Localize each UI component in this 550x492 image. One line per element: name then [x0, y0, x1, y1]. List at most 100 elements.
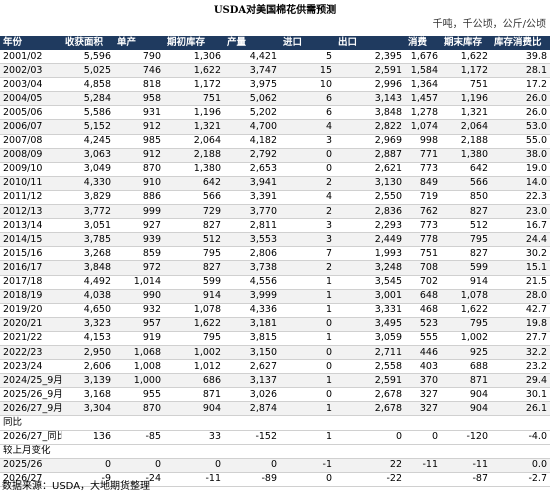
table-row: 2011/12 3,829 886 566 3,391 4 2,550 719 850 22.3: [0, 190, 550, 206]
column-header: 消费: [405, 36, 441, 50]
cell: 904: [441, 387, 491, 403]
cell: 24.4: [491, 232, 550, 248]
column-header: 进口: [280, 36, 335, 50]
cell: 1,321: [164, 119, 224, 135]
cell: -2.7: [491, 472, 550, 487]
cell: 0: [405, 430, 441, 445]
cell: 2,621: [335, 162, 405, 177]
table-row: 2020/21 3,323 957 1,622 3,181 0 3,495 523 795 19.…: [0, 317, 550, 332]
cell: 2,969: [335, 134, 405, 149]
cell: 19.0: [491, 162, 550, 177]
cell: 886: [114, 190, 164, 206]
section-label: 较上月变化: [0, 444, 550, 459]
cell: 3,063: [62, 148, 114, 163]
cell: 818: [114, 77, 164, 93]
cell: 2,395: [335, 50, 405, 65]
cell: 3: [280, 218, 335, 234]
cell: 0: [280, 317, 335, 332]
cell: 22: [335, 458, 405, 473]
cell: 3,150: [224, 345, 280, 361]
cell: 1,172: [441, 63, 491, 79]
table-row: 2026/27_同比 136 -85 33 -152 1 0 0 -120 -4.0: [0, 430, 550, 445]
cell: 3,738: [224, 260, 280, 276]
cell: 3,143: [335, 91, 405, 107]
cell: 1,993: [335, 246, 405, 262]
unit: 千吨，千公顷，公斤/公顷: [432, 19, 546, 30]
cell: 3,026: [224, 387, 280, 403]
cell: 17.2: [491, 77, 550, 93]
cell: -11: [405, 458, 441, 473]
cell: 3,941: [224, 176, 280, 191]
cell: 999: [114, 204, 164, 220]
cell: 29.4: [491, 373, 550, 389]
cell: 19.8: [491, 317, 550, 332]
cell: 3: [280, 232, 335, 248]
cell: 1,457: [405, 91, 441, 107]
cell: 3,391: [224, 190, 280, 206]
cell: 927: [114, 218, 164, 234]
cell: 2,064: [164, 134, 224, 149]
cell: -11: [441, 458, 491, 473]
cell: 1,002: [441, 331, 491, 346]
cell: 2,950: [62, 345, 114, 361]
table: 年份 收获面积 单产 期初库存 产量 进口 出口 消费 期末库存 库存消费比 2001/02 5,5…: [0, 36, 550, 487]
cell: 4,153: [62, 331, 114, 346]
cell: 1,172: [164, 77, 224, 93]
cell: 0: [224, 458, 280, 473]
cell: 2012/13: [0, 204, 62, 220]
cell: 746: [114, 63, 164, 79]
cell: -87: [441, 472, 491, 487]
cell: 2,591: [335, 63, 405, 79]
cell: 5,586: [62, 105, 114, 121]
cell: 1,002: [164, 345, 224, 361]
cell: 751: [164, 91, 224, 107]
cell: 827: [164, 218, 224, 234]
cell: 1,196: [441, 91, 491, 107]
cell: 0: [280, 359, 335, 375]
cell: -1: [280, 458, 335, 473]
cell: 1,676: [405, 50, 441, 65]
cell: 827: [164, 260, 224, 276]
cell: 919: [114, 331, 164, 346]
cell: 2: [280, 176, 335, 191]
cell: 1,622: [164, 63, 224, 79]
cell: 2021/22: [0, 331, 62, 346]
cell: 2002/03: [0, 63, 62, 79]
cell: 1,380: [164, 162, 224, 177]
cell: 53.0: [491, 119, 550, 135]
section-row: 同比: [0, 415, 550, 431]
cell: 0: [280, 148, 335, 163]
cell: 2,678: [335, 387, 405, 403]
cell: 1: [280, 331, 335, 346]
cell: 5,062: [224, 91, 280, 107]
cell: 566: [441, 176, 491, 191]
cell: 827: [441, 246, 491, 262]
cell: 327: [405, 401, 441, 417]
cell: 1: [280, 373, 335, 389]
cell: 955: [114, 387, 164, 403]
cell: 370: [405, 373, 441, 389]
cell: 2,550: [335, 190, 405, 206]
cell: 26.0: [491, 105, 550, 121]
cell: 1,078: [441, 289, 491, 304]
cell: 3,999: [224, 289, 280, 304]
cell: 4,700: [224, 119, 280, 135]
column-header: 期初库存: [164, 36, 224, 50]
cell: 3,139: [62, 373, 114, 389]
cell: 42.7: [491, 303, 550, 318]
cell: 2008/09: [0, 148, 62, 163]
cell: -11: [164, 472, 224, 487]
table-row: 2021/22 4,153 919 795 3,815 1 3,059 555 1,002 27.…: [0, 331, 550, 346]
cell: 778: [405, 232, 441, 248]
table-row: 2024/25_9月 3,139 1,000 686 3,137 1 2,591 370 871…: [0, 373, 550, 389]
cell: 2,653: [224, 162, 280, 177]
cell: 1,000: [114, 373, 164, 389]
cell: 599: [441, 260, 491, 276]
cell: 3,545: [335, 275, 405, 290]
cell: 23.2: [491, 359, 550, 375]
cell: 1: [280, 430, 335, 445]
cell: 925: [441, 345, 491, 361]
table-row: 2025/26 0 0 0 0 -1 22 -11 -11 0.0: [0, 458, 550, 473]
cell: 3,848: [62, 260, 114, 276]
cell: 2: [280, 260, 335, 276]
